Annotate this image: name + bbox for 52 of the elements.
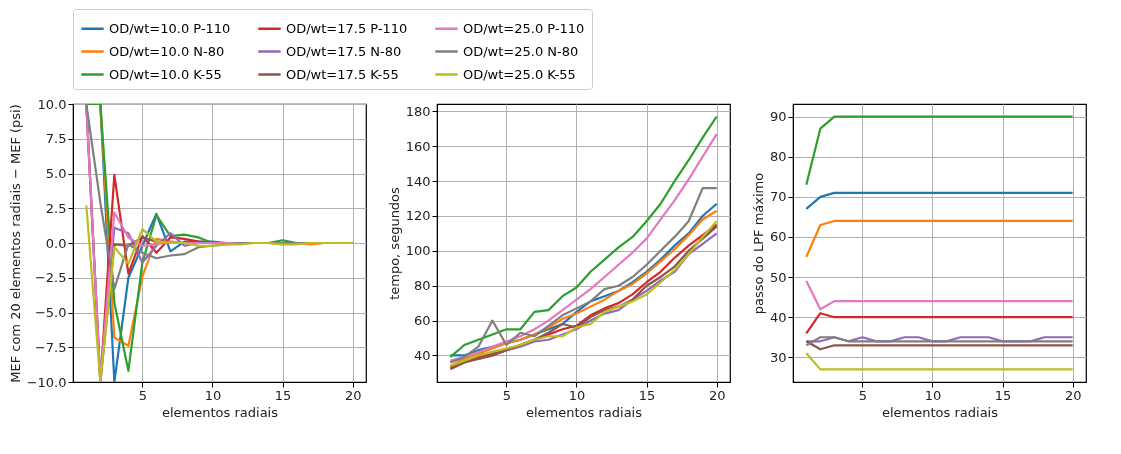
x-tick-label: 10 [568, 387, 586, 403]
x-tick-label: 10 [924, 387, 942, 403]
legend-label: OD/wt=10.0 N-80 [109, 43, 225, 59]
y-tick-label: 30 [769, 349, 787, 365]
legend-label: OD/wt=17.5 N-80 [286, 43, 402, 59]
x-tick-label: 5 [858, 387, 868, 403]
x-axis-title: elementos radiais [526, 404, 643, 420]
y-tick-label: 60 [413, 313, 431, 329]
legend-label: OD/wt=25.0 P-110 [463, 20, 585, 36]
y-tick-label: −10.0 [26, 374, 67, 390]
x-tick-label: 15 [638, 387, 656, 403]
line-series [85, 204, 354, 382]
x-tick-label: 5 [138, 387, 148, 403]
x-tick-label: 15 [994, 387, 1012, 403]
x-tick-label: 20 [344, 387, 362, 403]
y-tick-label: 160 [405, 138, 431, 154]
y-tick-label: 80 [769, 149, 787, 165]
legend-label: OD/wt=25.0 N-80 [463, 43, 579, 59]
y-tick-label: 180 [405, 103, 431, 119]
y-tick-label: 90 [769, 109, 787, 125]
x-tick-label: 5 [502, 387, 512, 403]
y-tick-label: 140 [405, 173, 431, 189]
y-tick-label: 40 [413, 347, 431, 363]
y-tick-label: 7.5 [45, 131, 67, 147]
y-axis-title: passo do LPF máximo [750, 172, 766, 315]
y-tick-label: −7.5 [34, 339, 67, 355]
y-tick-label: −2.5 [34, 270, 67, 286]
y-tick-label: 40 [769, 309, 787, 325]
y-axis-title: tempo, segundos [386, 186, 402, 300]
y-tick-label: 80 [413, 278, 431, 294]
y-tick-label: −5.0 [34, 305, 67, 320]
y-tick-label: 5.0 [45, 166, 67, 181]
x-tick-label: 20 [1064, 387, 1082, 403]
y-tick-label: 120 [405, 208, 431, 224]
x-tick-label: 15 [274, 387, 292, 403]
x-tick-label: 10 [204, 387, 222, 403]
legend-label: OD/wt=25.0 K-55 [463, 66, 576, 82]
x-tick-label: 20 [708, 387, 726, 403]
x-axis-title: elementos radiais [882, 404, 999, 420]
legend-label: OD/wt=10.0 K-55 [109, 66, 222, 82]
x-axis-title: elementos radiais [162, 404, 279, 420]
y-tick-label: 100 [405, 243, 431, 259]
y-tick-label: 70 [769, 189, 787, 205]
y-axis-title: MEF com 20 elementos radiais − MEF (psi) [7, 104, 23, 383]
legend-label: OD/wt=17.5 K-55 [286, 66, 399, 82]
legend-label: OD/wt=10.0 P-110 [109, 20, 231, 36]
legend-label: OD/wt=17.5 P-110 [286, 20, 408, 36]
y-tick-label: 60 [769, 229, 787, 245]
y-tick-label: 0.0 [45, 235, 67, 251]
y-tick-label: 2.5 [45, 200, 67, 216]
y-tick-label: 10.0 [37, 96, 67, 112]
y-tick-label: 50 [769, 269, 787, 285]
